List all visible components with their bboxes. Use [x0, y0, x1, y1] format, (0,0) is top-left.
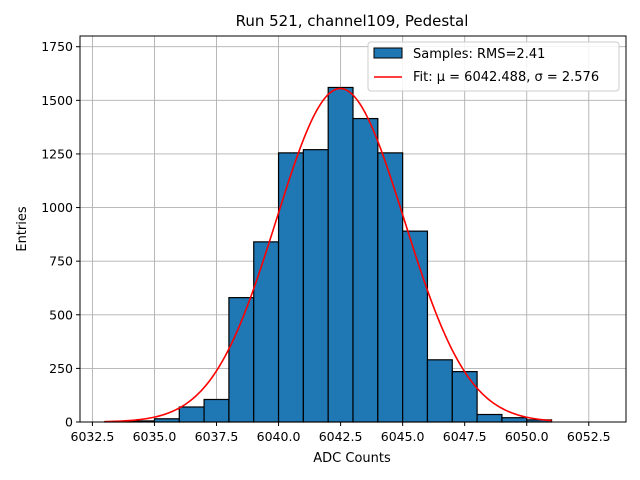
chart-title: Run 521, channel109, Pedestal: [236, 12, 469, 30]
gaussian-fit-curve: [104, 87, 552, 423]
histogram-bar: [426, 359, 453, 423]
x-tick-label: 6052.5: [567, 429, 611, 444]
y-tick-label: 1750: [41, 39, 73, 54]
plot-frame: [79, 35, 627, 423]
histogram-bar: [178, 406, 205, 423]
legend: Samples: RMS=2.41 Fit: μ = 6042.488, σ =…: [367, 41, 620, 92]
y-axis-label: Entries: [15, 206, 30, 252]
histogram-bar: [277, 152, 304, 423]
x-tick-label: 6035.0: [133, 429, 177, 444]
histogram-bar: [352, 117, 379, 423]
histogram-bar: [501, 417, 528, 423]
histogram-bar: [253, 241, 280, 423]
histogram-bar: [203, 398, 230, 423]
legend-box: [367, 41, 620, 92]
legend-fit-label: Fit: μ = 6042.488, σ = 2.576: [413, 70, 599, 85]
bars: [104, 86, 553, 423]
histogram-bar: [451, 371, 478, 423]
x-axis-label: ADC Counts: [313, 451, 391, 466]
y-tick-label: 1500: [41, 93, 73, 108]
histogram-bar: [377, 152, 404, 423]
x-tick-label: 6040.0: [257, 429, 301, 444]
histogram-bar: [402, 230, 429, 423]
x-tick-label: 6042.5: [319, 429, 363, 444]
y-tick-label: 1000: [41, 200, 73, 215]
fit-curve-group: [104, 87, 552, 423]
y-tick-label: 250: [49, 361, 73, 376]
histogram-bar: [476, 413, 503, 423]
histogram-bar: [302, 149, 329, 423]
x-tick-label: 6050.0: [505, 429, 549, 444]
x-tick-label: 6037.5: [195, 429, 239, 444]
y-axis: 0 250 500 750 1000 1250 1500 1750: [41, 39, 80, 430]
y-tick-label: 750: [49, 254, 73, 269]
x-tick-label: 6045.0: [381, 429, 425, 444]
histogram-bar: [327, 86, 354, 423]
y-tick-label: 500: [49, 307, 73, 322]
y-tick-label: 0: [65, 415, 73, 430]
x-axis: 6032.5 6035.0 6037.5 6040.0 6042.5 6045.0 6047…: [71, 422, 611, 444]
y-tick-label: 1250: [41, 146, 73, 161]
x-tick-label: 6032.5: [71, 429, 115, 444]
x-tick-label: 6047.5: [443, 429, 487, 444]
histogram-bar: [228, 297, 255, 423]
legend-samples-label: Samples: RMS=2.41: [413, 47, 545, 62]
legend-samples-swatch: [373, 47, 403, 59]
